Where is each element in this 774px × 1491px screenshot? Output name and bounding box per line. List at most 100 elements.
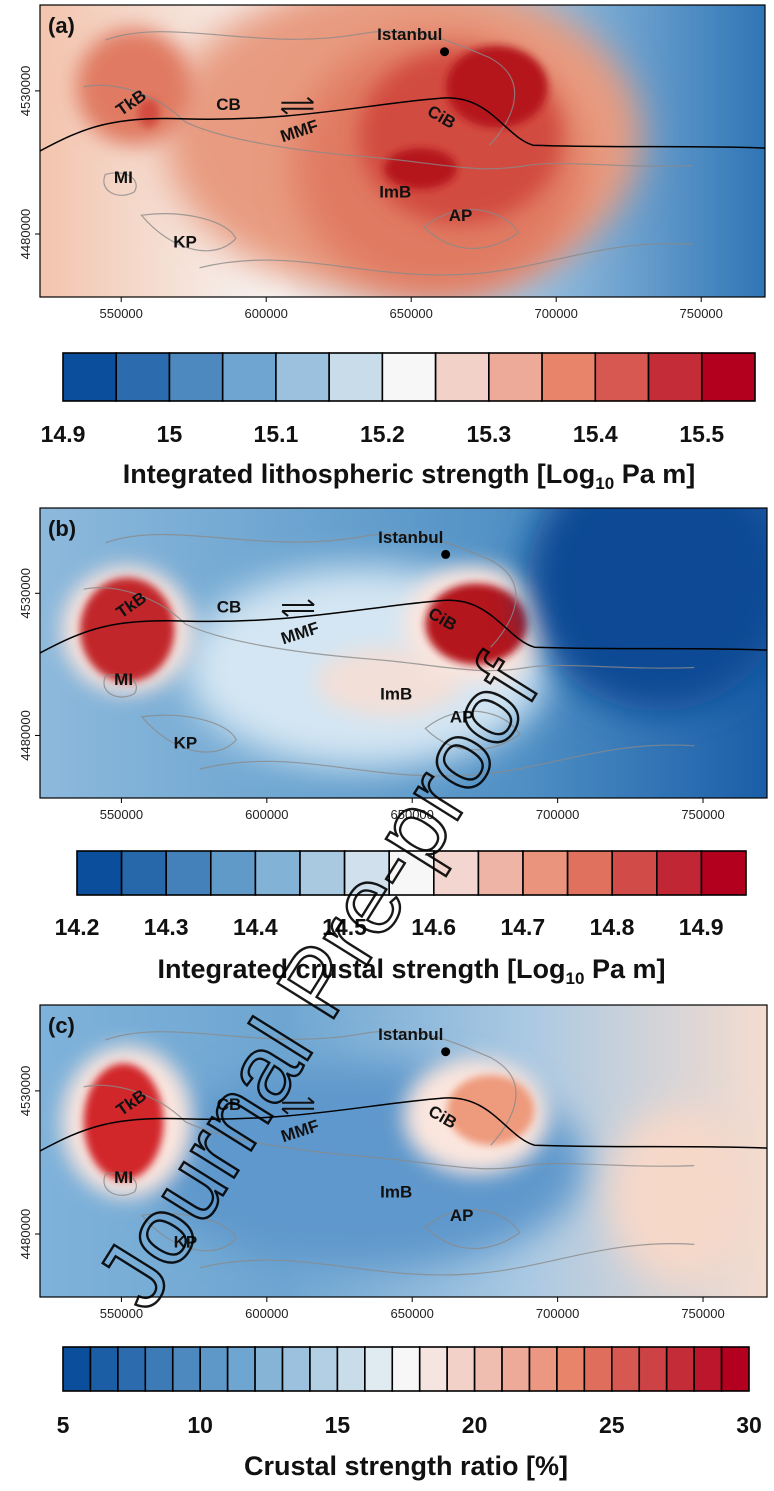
colorbar-tick-label: 25 [599, 1412, 625, 1438]
panel-letter: (c) [48, 1013, 75, 1038]
map-label-mi: MI [114, 168, 133, 187]
map-label-cb: CB [217, 1095, 242, 1114]
shear-arrow-top [282, 599, 315, 607]
x-tick-label: 600000 [245, 306, 288, 321]
x-tick-label: 600000 [245, 807, 288, 822]
colorbar-bin [62, 1346, 92, 1392]
colorbar-title: Integrated lithospheric strength [Log10 … [123, 459, 695, 493]
colorbar-tick-label: 14.3 [144, 914, 189, 940]
y-tick-label: 4530000 [18, 66, 33, 117]
colorbar-bin [473, 1346, 503, 1392]
colorbar-bin [700, 352, 756, 402]
map-label-kp: KP [174, 1232, 198, 1251]
colorbar-bin [62, 352, 118, 402]
colorbar-tick-label: 14.8 [590, 914, 635, 940]
colorbar-bin [488, 352, 543, 402]
colorbar-bin [665, 1346, 695, 1392]
colorbar-bin [638, 1346, 668, 1392]
istanbul-marker [440, 47, 450, 57]
colorbar-bin [583, 1346, 613, 1392]
map-field [40, 5, 765, 297]
colorbar-bin [388, 850, 435, 896]
x-tick-label: 650000 [391, 807, 434, 822]
colorbar-bin [120, 850, 167, 896]
fault-line [40, 97, 765, 152]
map-label-imb: ImB [379, 183, 411, 202]
colorbar-bin [221, 352, 277, 402]
map-label-ap: AP [450, 1206, 474, 1225]
colorbar-bin [610, 1346, 641, 1392]
x-tick-label: 550000 [100, 1306, 143, 1321]
colorbar-bin [254, 1346, 284, 1392]
map-label-cb: CB [217, 597, 242, 616]
colorbar: 14.2 14.3 14.4 14.5 14.6 14.7 14.8 14.9 Integrat… [55, 850, 747, 988]
x-tick-label: 550000 [100, 807, 143, 822]
colorbar-bin [309, 1346, 339, 1392]
colorbar-bin [418, 1346, 448, 1392]
colorbar-bin [647, 352, 703, 402]
colorbar-bin [391, 1346, 421, 1392]
colorbar-tick-label: 14.7 [500, 914, 545, 940]
colorbar-tick-label: 14.9 [41, 421, 86, 447]
colorbar-tick-label: 14.5 [322, 914, 367, 940]
colorbar-tick-label: 15.5 [679, 421, 724, 447]
colorbar-tick-label: 10 [187, 1412, 213, 1438]
colorbar-bin [76, 850, 123, 896]
colorbar-tick-label: 30 [736, 1412, 762, 1438]
panel-letter: (b) [48, 516, 76, 541]
map-label-ap: AP [450, 708, 474, 727]
colorbar-tick-label: 15 [325, 1412, 351, 1438]
colorbar-tick-label: 15.1 [254, 421, 299, 447]
y-tick-label: 4530000 [18, 1066, 33, 1117]
colorbar-bin [165, 850, 212, 896]
colorbar-bin [328, 352, 384, 402]
y-tick-label: 4480000 [18, 710, 33, 761]
x-tick-label: 700000 [536, 1306, 579, 1321]
colorbar-tick-label: 15.2 [360, 421, 405, 447]
map-label-mi: MI [114, 670, 133, 689]
map-label-cb: CB [216, 95, 241, 114]
colorbar-bin [556, 1346, 586, 1392]
colorbar-tick-label: 5 [57, 1412, 70, 1438]
colorbar-bin [281, 1346, 311, 1392]
fault-line [40, 1097, 767, 1152]
map-label-imb: ImB [380, 684, 412, 703]
x-tick-label: 650000 [390, 306, 433, 321]
colorbar-bin [432, 850, 480, 896]
shear-arrow-bottom [281, 610, 315, 617]
map-label-kp: KP [174, 734, 198, 753]
y-tick-label: 4480000 [18, 1209, 33, 1260]
istanbul-marker [441, 1047, 451, 1057]
colorbar-bin [210, 850, 257, 896]
colorbar-bin [115, 352, 171, 402]
colorbar-tick-label: 14.2 [55, 914, 100, 940]
colorbar-bin [693, 1346, 723, 1392]
colorbar-bin [168, 352, 224, 402]
colorbar-bin [144, 1346, 174, 1392]
colorbar-bin [522, 850, 569, 896]
map-field [40, 1005, 767, 1297]
colorbar-tick-label: 20 [462, 1412, 488, 1438]
x-tick-label: 750000 [681, 1306, 724, 1321]
shear-arrow-top [282, 1096, 315, 1104]
colorbar-bin [364, 1346, 394, 1392]
colorbar-bin [199, 1346, 229, 1392]
colorbar-bin [89, 1346, 119, 1392]
colorbar: 5 10 15 20 25 30 Crustal strength ratio [%] [57, 1346, 762, 1481]
colorbar-tick-label: 15.3 [466, 421, 511, 447]
colorbar-title: Integrated crustal strength [Log10 Pa m] [158, 954, 666, 988]
colorbar-bin [501, 1346, 531, 1392]
istanbul-marker [441, 549, 451, 559]
colorbar-bin [720, 1346, 750, 1392]
x-tick-label: 650000 [391, 1306, 434, 1321]
colorbar-bin [299, 850, 346, 896]
colorbar-bin [566, 850, 613, 896]
colorbar-bin [594, 352, 650, 402]
panel-letter: (a) [48, 13, 75, 38]
colorbar-tick-label: 15 [157, 421, 183, 447]
map-label-imb: ImB [380, 1183, 412, 1202]
x-tick-label: 700000 [535, 306, 578, 321]
